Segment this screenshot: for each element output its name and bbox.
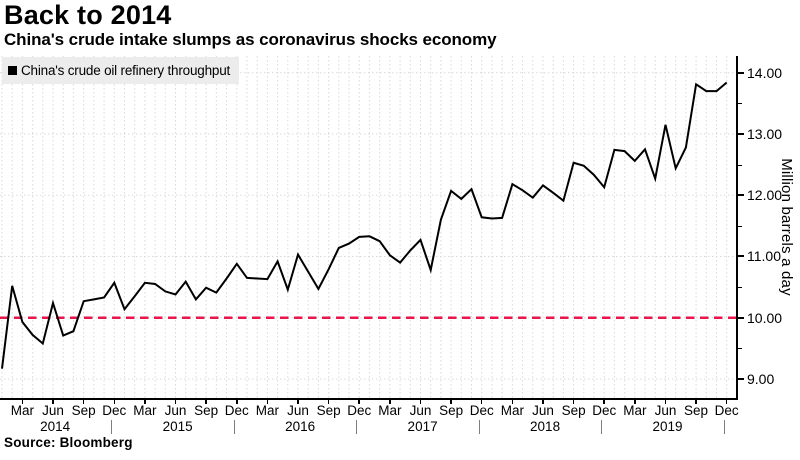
year-separator bbox=[478, 420, 480, 434]
x-tick bbox=[480, 400, 483, 404]
plot-area: China's crude oil refinery throughput bbox=[0, 56, 738, 400]
x-tick-label: Mar bbox=[500, 403, 524, 418]
x-tick-label: Dec bbox=[714, 403, 739, 418]
x-tick bbox=[205, 400, 207, 404]
y-minor-tick bbox=[738, 103, 742, 105]
x-tick-label: Sep bbox=[316, 403, 341, 418]
x-tick-label: Jun bbox=[287, 403, 309, 418]
x-tick-label: Mar bbox=[133, 403, 157, 418]
y-tick bbox=[738, 71, 744, 74]
x-tick-label: Jun bbox=[164, 403, 187, 418]
x-tick bbox=[419, 400, 422, 404]
y-tick-label: 14.00 bbox=[747, 64, 783, 81]
source-note: Source: Bloomberg bbox=[4, 435, 133, 450]
year-separator bbox=[111, 420, 113, 434]
y-tick-label: 11.00 bbox=[747, 248, 781, 265]
y-axis-title: Million barrels a day bbox=[778, 158, 795, 296]
x-tick-label: Jun bbox=[409, 403, 432, 418]
x-tick-label: Jun bbox=[654, 403, 677, 418]
x-tick bbox=[144, 400, 146, 404]
year-label: 2014 bbox=[40, 419, 71, 434]
x-tick-label: Sep bbox=[684, 403, 709, 418]
x-tick bbox=[695, 400, 697, 404]
x-tick-label: Mar bbox=[623, 403, 647, 418]
x-tick bbox=[725, 400, 728, 404]
year-separator bbox=[723, 420, 725, 434]
y-tick bbox=[738, 194, 744, 197]
x-tick bbox=[113, 400, 116, 404]
y-tick-label: 12.00 bbox=[747, 187, 783, 204]
year-separator bbox=[233, 420, 235, 434]
year-label: 2016 bbox=[285, 419, 316, 434]
chart-area: China's crude oil refinery throughput 9.… bbox=[0, 56, 800, 460]
x-tick bbox=[297, 400, 299, 404]
x-tick-label: Sep bbox=[71, 403, 96, 418]
x-tick-label: Mar bbox=[378, 403, 402, 418]
x-tick-label: Jun bbox=[532, 403, 554, 418]
year-label: 2018 bbox=[530, 419, 561, 434]
x-tick-label: Sep bbox=[439, 403, 464, 418]
y-tick-label: 9.00 bbox=[747, 371, 775, 387]
y-minor-tick bbox=[738, 287, 742, 289]
data-line bbox=[1, 81, 728, 369]
year-separator bbox=[356, 420, 358, 434]
x-tick bbox=[572, 400, 575, 404]
legend-label: China's crude oil refinery throughput bbox=[21, 63, 231, 78]
page-subtitle: China's crude intake slumps as coronavir… bbox=[4, 30, 497, 49]
y-minor-tick bbox=[738, 348, 742, 350]
x-tick bbox=[450, 400, 452, 404]
x-tick bbox=[358, 400, 360, 404]
x-tick bbox=[511, 400, 514, 404]
x-tick-label: Dec bbox=[102, 403, 127, 418]
year-label: 2017 bbox=[407, 419, 438, 434]
y-tick bbox=[738, 378, 744, 380]
x-tick bbox=[634, 400, 636, 404]
legend-square-icon bbox=[8, 66, 17, 75]
x-tick bbox=[52, 400, 54, 404]
x-tick bbox=[664, 400, 667, 404]
x-tick bbox=[82, 400, 85, 404]
x-tick bbox=[174, 400, 177, 404]
x-tick-label: Jun bbox=[42, 403, 64, 418]
x-tick bbox=[236, 400, 238, 404]
x-tick-label: Dec bbox=[347, 403, 372, 418]
line-chart-svg bbox=[0, 56, 736, 398]
x-tick bbox=[327, 400, 330, 404]
x-tick bbox=[266, 400, 269, 404]
y-minor-tick bbox=[738, 164, 742, 166]
y-minor-tick bbox=[738, 225, 742, 227]
x-tick-label: Dec bbox=[469, 403, 494, 418]
x-tick bbox=[21, 400, 24, 404]
y-tick-label: 10.00 bbox=[747, 309, 783, 326]
x-tick-label: Sep bbox=[194, 403, 219, 418]
y-tick bbox=[738, 255, 744, 258]
year-separator bbox=[601, 420, 603, 434]
page-title: Back to 2014 bbox=[4, 0, 172, 30]
x-tick-label: Dec bbox=[592, 403, 617, 418]
legend: China's crude oil refinery throughput bbox=[2, 57, 240, 84]
year-label: 2015 bbox=[162, 419, 193, 434]
x-tick bbox=[542, 400, 544, 404]
x-tick-label: Dec bbox=[224, 403, 249, 418]
y-tick bbox=[738, 132, 744, 135]
x-tick-label: Sep bbox=[561, 403, 586, 418]
y-tick-label: 13.00 bbox=[747, 125, 783, 142]
x-tick bbox=[603, 400, 605, 404]
year-label: 2019 bbox=[652, 419, 683, 434]
x-tick-label: Mar bbox=[10, 403, 35, 418]
x-tick bbox=[389, 400, 391, 404]
y-tick bbox=[738, 316, 744, 319]
x-tick-label: Mar bbox=[255, 403, 279, 418]
